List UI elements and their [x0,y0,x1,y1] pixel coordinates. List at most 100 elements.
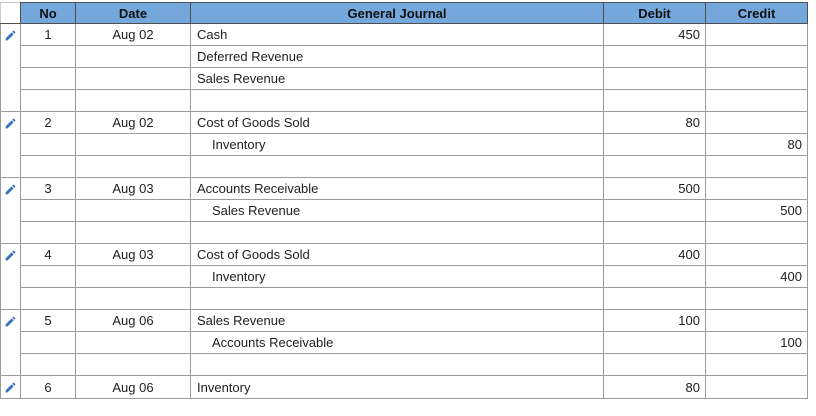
column-header-no: No [20,2,76,24]
entry-no-cell: 2 [20,111,76,134]
entry-date-cell: Aug 02 [75,111,191,134]
debit-cell: 500 [603,177,706,200]
account-cell: Deferred Revenue [190,45,604,68]
account-cell: Accounts Receivable [190,177,604,200]
account-cell: Inventory [190,265,604,288]
edit-cell [0,177,21,244]
edit-entry-button[interactable] [2,311,20,333]
journal-entry-row: 3 Aug 03 Accounts Receivable 500 [0,177,808,244]
account-cell [190,221,604,244]
account-cell: Cost of Goods Sold [190,111,604,134]
edit-entry-button[interactable] [2,377,20,398]
edit-cell [0,375,21,399]
entry-no-cell: 1 [20,23,76,46]
credit-cell [705,243,808,266]
column-header-date: Date [75,2,191,24]
entry-date-cell [75,67,191,90]
entry-date-cell [75,265,191,288]
entry-no-cell [20,199,76,222]
journal-entry-row: 6 Aug 06 Inventory 80 [0,375,808,399]
pencil-icon [5,118,16,128]
header-row: No Date General Journal Debit Credit [0,2,808,24]
debit-cell: 400 [603,243,706,266]
spacer-row [1,221,808,244]
edit-entry-button[interactable] [2,179,20,201]
edit-column-header [0,2,21,24]
debit-cell: 450 [603,23,706,46]
account-cell [190,155,604,178]
column-header-debit: Debit [603,2,706,24]
debit-cell [603,45,706,68]
credit-cell [705,111,808,134]
debit-cell [603,155,706,178]
credit-cell [705,375,808,399]
spacer-row [1,155,808,178]
debit-cell [603,221,706,244]
journal-entry-row: Inventory 400 [1,265,808,288]
debit-cell: 100 [603,309,706,332]
credit-cell [705,353,808,376]
debit-cell [603,287,706,310]
edit-cell [0,309,21,376]
entry-date-cell: Aug 03 [75,177,191,200]
spacer-row [1,287,808,310]
credit-cell: 500 [705,199,808,222]
column-header-credit: Credit [705,2,808,24]
entry-no-cell: 4 [20,243,76,266]
debit-cell [603,353,706,376]
entry-date-cell [75,287,191,310]
account-cell: Cost of Goods Sold [190,243,604,266]
entry-date-cell [75,89,191,112]
credit-cell [705,155,808,178]
pencil-icon [5,30,16,40]
edit-cell [0,23,21,112]
account-cell: Inventory [190,133,604,156]
journal-entry-row: Sales Revenue [1,67,808,90]
account-cell: Sales Revenue [190,67,604,90]
debit-cell: 80 [603,111,706,134]
entry-no-cell: 5 [20,309,76,332]
debit-cell: 80 [603,375,706,399]
account-cell [190,287,604,310]
pencil-icon [5,382,16,392]
edit-cell [0,243,21,310]
entry-no-cell [20,45,76,68]
spacer-row [1,89,808,112]
debit-cell [603,199,706,222]
edit-cell [0,111,21,178]
journal-entry-row: 1 Aug 02 Cash 450 [0,23,808,112]
entry-date-cell: Aug 06 [75,309,191,332]
pencil-icon [5,316,16,326]
entry-no-cell: 3 [20,177,76,200]
journal-entry-row: Accounts Receivable 100 [1,331,808,354]
entry-no-cell [20,133,76,156]
edit-entry-button[interactable] [2,25,20,47]
credit-cell [705,89,808,112]
edit-entry-button[interactable] [2,113,20,135]
debit-cell [603,133,706,156]
credit-cell: 80 [705,133,808,156]
entry-date-cell [75,331,191,354]
entry-no-cell [20,331,76,354]
account-cell [190,89,604,112]
column-header-general-journal: General Journal [190,2,604,24]
entry-date-cell [75,45,191,68]
entry-no-cell [20,67,76,90]
credit-cell [705,45,808,68]
edit-entry-button[interactable] [2,245,20,267]
entry-date-cell [75,199,191,222]
debit-cell [603,67,706,90]
spacer-row [1,353,808,376]
account-cell: Cash [190,23,604,46]
entry-date-cell [75,353,191,376]
entry-date-cell: Aug 06 [75,375,191,399]
pencil-icon [5,184,16,194]
credit-cell [705,67,808,90]
credit-cell: 400 [705,265,808,288]
debit-cell [603,331,706,354]
journal-entry-row: Sales Revenue 500 [1,199,808,222]
debit-cell [603,89,706,112]
debit-cell [603,265,706,288]
entry-no-cell [20,353,76,376]
pencil-icon [5,250,16,260]
